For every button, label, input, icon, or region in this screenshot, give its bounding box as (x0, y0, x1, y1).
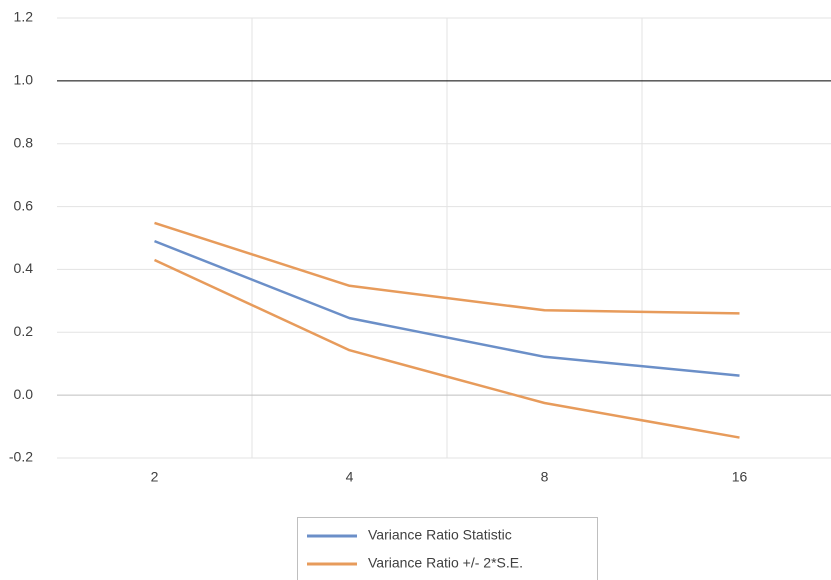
series-line (153, 258, 740, 439)
y-tick-label: 0.4 (14, 260, 34, 276)
legend-label: Variance Ratio +/- 2*S.E. (368, 555, 523, 571)
x-tick-label: 2 (151, 469, 159, 485)
series-line (154, 221, 740, 315)
y-tick-label: 1.2 (14, 9, 34, 25)
x-tick-label: 16 (732, 469, 748, 485)
y-tick-label: 1.0 (14, 72, 34, 88)
series-line (154, 239, 740, 377)
y-tick-label: 0.0 (14, 386, 34, 402)
y-tick-label: 0.8 (14, 134, 34, 150)
y-tick-label: 0.2 (14, 323, 34, 339)
y-tick-label: 0.6 (14, 197, 34, 213)
y-tick-label: -0.2 (9, 449, 33, 465)
legend-label: Variance Ratio Statistic (368, 527, 512, 543)
legend-box (297, 517, 598, 580)
x-tick-label: 8 (541, 469, 549, 485)
x-tick-label: 4 (346, 469, 354, 485)
